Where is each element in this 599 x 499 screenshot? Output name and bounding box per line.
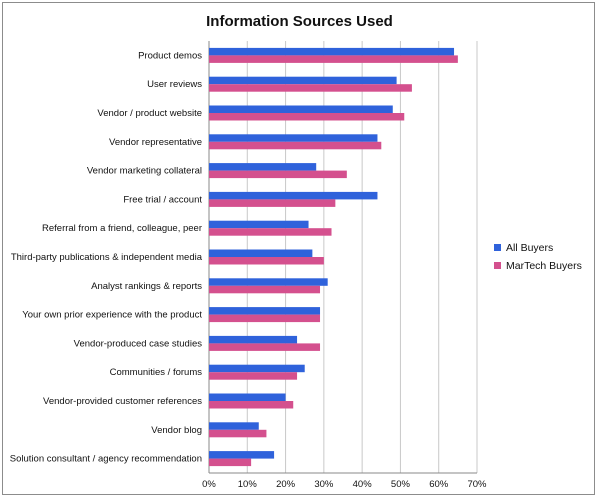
bar-martech-buyers [209, 84, 412, 92]
category-label: Vendor-produced case studies [74, 338, 203, 349]
bar-all-buyers [209, 134, 378, 142]
bar-chart: Product demos User reviews Vendor / produc… [10, 41, 582, 490]
x-tick-label: 0% [202, 479, 216, 490]
bar-all-buyers [209, 364, 305, 373]
bar-all-buyers [209, 47, 455, 56]
bar-all-buyers [209, 278, 328, 286]
chart-title: Information Sources Used [206, 13, 393, 30]
category-label: Free trial / account [123, 194, 202, 205]
category-label: Vendor-provided customer references [43, 396, 202, 407]
x-tick-label: 30% [314, 479, 334, 490]
bars [209, 47, 458, 467]
category-label: Third-party publications & independent m… [11, 252, 203, 263]
bar-all-buyers [209, 76, 397, 85]
bar-martech-buyers [209, 228, 332, 236]
bar-martech-buyers [209, 314, 321, 323]
bar-all-buyers [209, 307, 321, 315]
bar-martech-buyers [209, 170, 347, 179]
bar-martech-buyers [209, 372, 298, 380]
legend-label: MarTech Buyers [506, 260, 582, 272]
legend-label: All Buyers [506, 242, 553, 254]
x-tick-label: 10% [238, 479, 258, 490]
bar-all-buyers [209, 191, 378, 200]
bar-martech-buyers [209, 285, 321, 294]
bar-martech-buyers [209, 141, 382, 150]
category-labels: Product demos User reviews Vendor / produc… [10, 50, 203, 464]
category-label: Your own prior experience with the produ… [22, 310, 202, 321]
bar-all-buyers [209, 163, 317, 171]
bar-martech-buyers [209, 458, 252, 467]
category-label: Vendor representative [109, 137, 202, 148]
bar-all-buyers [209, 249, 313, 257]
legend-swatch [494, 262, 501, 269]
bar-martech-buyers [209, 55, 458, 63]
bar-all-buyers [209, 335, 298, 344]
category-label: Solution consultant / agency recommendat… [10, 454, 202, 465]
chart-frame: Information Sources Used Product demos Us… [2, 2, 595, 495]
bar-martech-buyers [209, 429, 267, 438]
x-tick-label: 60% [429, 479, 449, 490]
x-tick-label: 40% [353, 479, 373, 490]
bar-all-buyers [209, 422, 259, 430]
legend: All Buyers MarTech Buyers [494, 242, 582, 272]
category-label: Referral from a friend, colleague, peer [42, 223, 202, 234]
bar-martech-buyers [209, 113, 405, 121]
x-tick-label: 50% [391, 479, 411, 490]
bar-martech-buyers [209, 199, 336, 207]
category-label: Vendor / product website [97, 108, 202, 119]
bar-martech-buyers [209, 343, 321, 351]
category-label: Analyst rankings & reports [91, 281, 202, 292]
bar-all-buyers [209, 393, 286, 401]
category-label: Communities / forums [110, 367, 203, 378]
legend-swatch [494, 244, 501, 251]
category-label: Vendor blog [151, 425, 202, 436]
category-label: Vendor marketing collateral [87, 166, 202, 177]
category-label: User reviews [147, 79, 202, 90]
bar-all-buyers [209, 220, 309, 229]
bar-all-buyers [209, 105, 393, 113]
x-tick-label: 70% [467, 479, 487, 490]
bar-martech-buyers [209, 401, 294, 409]
bar-martech-buyers [209, 257, 324, 265]
category-label: Product demos [138, 50, 202, 61]
x-tick-label: 20% [276, 479, 296, 490]
x-tick-labels: 0% 10% 20% 30% 40% 50% 60% 70% [202, 479, 487, 490]
bar-all-buyers [209, 451, 275, 459]
